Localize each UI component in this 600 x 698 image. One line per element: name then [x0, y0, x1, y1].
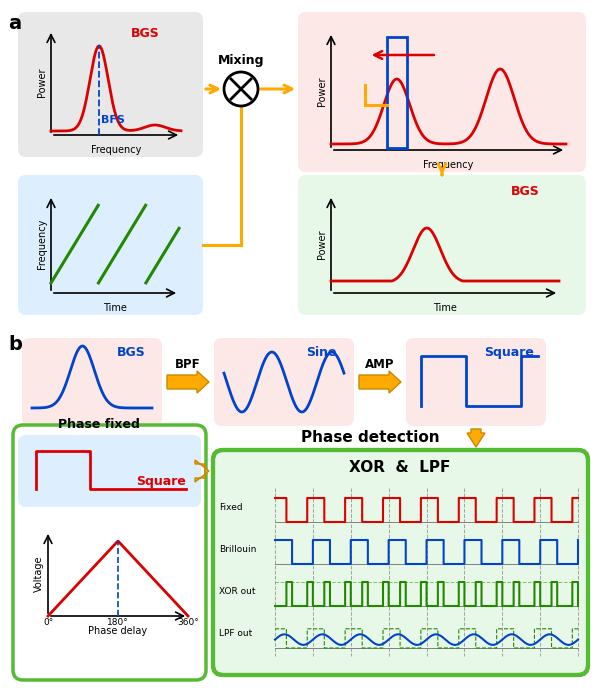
Text: Power: Power: [37, 68, 47, 97]
Text: AMP: AMP: [365, 358, 395, 371]
Text: XOR out: XOR out: [219, 586, 256, 595]
FancyBboxPatch shape: [18, 435, 201, 507]
FancyBboxPatch shape: [18, 175, 203, 315]
Text: 360°: 360°: [177, 618, 199, 627]
Text: Fixed: Fixed: [219, 503, 242, 512]
Text: Mixing: Mixing: [218, 54, 264, 67]
Circle shape: [224, 72, 258, 106]
FancyArrow shape: [467, 429, 485, 447]
FancyBboxPatch shape: [214, 338, 354, 426]
Text: Square: Square: [136, 475, 186, 488]
Text: a: a: [8, 14, 21, 33]
FancyArrow shape: [359, 371, 401, 393]
Text: Power: Power: [317, 76, 327, 106]
Text: 0°: 0°: [43, 618, 53, 627]
FancyBboxPatch shape: [22, 338, 162, 426]
Text: LPF out: LPF out: [219, 628, 252, 637]
Text: Frequency: Frequency: [37, 218, 47, 269]
Text: BGS: BGS: [511, 185, 540, 198]
Text: BGS: BGS: [131, 27, 160, 40]
FancyBboxPatch shape: [298, 12, 586, 172]
Text: Frequency: Frequency: [424, 160, 473, 170]
Text: 180°: 180°: [107, 618, 129, 627]
Bar: [387, 37, 407, 148]
Text: Square: Square: [484, 346, 534, 359]
Text: Brillouin: Brillouin: [219, 544, 256, 554]
Text: b: b: [8, 335, 22, 354]
Text: BGS: BGS: [117, 346, 146, 359]
Text: BFS: BFS: [101, 115, 125, 125]
Text: BPF: BPF: [175, 358, 201, 371]
FancyBboxPatch shape: [18, 12, 203, 157]
Text: XOR  &  LPF: XOR & LPF: [349, 460, 451, 475]
Text: Voltage: Voltage: [34, 555, 44, 592]
Text: Power: Power: [317, 229, 327, 259]
Text: Phase delay: Phase delay: [88, 626, 148, 636]
Text: Sine: Sine: [306, 346, 337, 359]
FancyArrow shape: [167, 371, 209, 393]
FancyBboxPatch shape: [298, 175, 586, 315]
Text: Time: Time: [433, 303, 457, 313]
Text: Phase fixed: Phase fixed: [58, 418, 140, 431]
Text: Time: Time: [103, 303, 127, 313]
Text: Frequency: Frequency: [91, 145, 141, 155]
FancyBboxPatch shape: [213, 450, 588, 675]
FancyBboxPatch shape: [406, 338, 546, 426]
Text: Phase detection: Phase detection: [301, 430, 439, 445]
FancyArrow shape: [195, 460, 209, 482]
